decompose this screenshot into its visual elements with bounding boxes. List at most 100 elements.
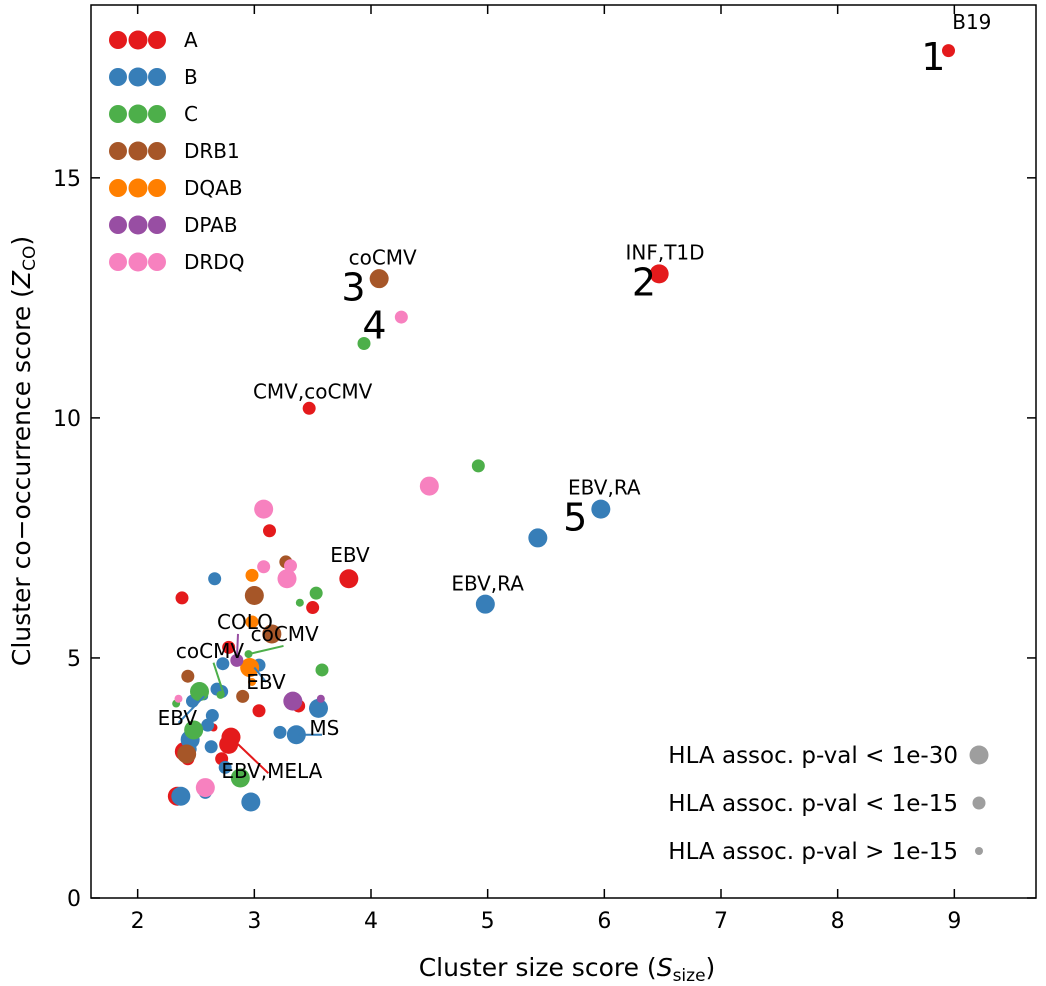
- legend-label-b: B: [184, 65, 198, 89]
- point-b-17: [171, 786, 191, 806]
- x-tick-label-3: 3: [247, 909, 261, 934]
- point-dpab-1: [283, 691, 303, 711]
- point-drdq-3: [284, 559, 297, 573]
- point-b-1: [528, 528, 548, 548]
- annotation-label-2: coCMV: [349, 245, 417, 269]
- annotation-label-12: MS: [309, 716, 339, 740]
- x-tick-label-5: 5: [481, 909, 495, 934]
- point-drdq-5: [277, 569, 297, 589]
- legend-marker-c: [109, 105, 127, 123]
- point-dpab-2: [316, 694, 325, 703]
- legend-marker-b: [109, 68, 127, 86]
- point-c-3: [295, 598, 304, 607]
- point-b-19: [273, 725, 287, 739]
- point-a-0: [942, 44, 955, 58]
- legend-marker-dqab: [128, 178, 148, 198]
- legend-label-dqab: DQAB: [184, 176, 243, 200]
- point-c-6: [190, 682, 209, 702]
- legend-marker-dpab: [148, 216, 166, 234]
- rank-label-1: 1: [921, 35, 945, 79]
- point-a-7: [222, 640, 236, 654]
- legend-marker-a: [148, 31, 166, 49]
- x-tick-label-7: 7: [714, 909, 728, 934]
- annotation-label-13: EBV,MELA: [221, 759, 322, 783]
- point-dqab-1: [245, 615, 259, 629]
- point-b-6: [205, 709, 219, 723]
- connector-line-0: [235, 633, 239, 661]
- legend-marker-a: [109, 31, 127, 49]
- size-legend-label-0: HLA assoc. p-val < 1e-30: [668, 743, 958, 769]
- point-dqab-2: [240, 658, 260, 678]
- annotation-label-6: EBV: [330, 543, 370, 567]
- point-drdq-4: [257, 560, 271, 574]
- point-drb1-4: [181, 669, 195, 683]
- annotation-label-11: EBV: [158, 706, 198, 730]
- point-b-5: [216, 657, 230, 671]
- y-tick-label-15: 15: [53, 167, 81, 192]
- legend-marker-drb1: [128, 141, 148, 161]
- y-tick-label-5: 5: [67, 647, 81, 672]
- y-axis-label-text: Cluster co−occurrence score (: [7, 288, 36, 666]
- legend-marker-dpab: [109, 216, 127, 234]
- legend-label-drdq: DRDQ: [184, 250, 244, 274]
- y-tick-label-0: 0: [67, 887, 81, 912]
- annotation-label-7: COLO: [217, 610, 273, 634]
- point-b-21: [309, 698, 328, 718]
- rank-label-5: 5: [563, 496, 587, 540]
- legend-marker-drdq: [109, 253, 127, 271]
- legend-label-c: C: [184, 102, 198, 126]
- annotation-label-4: EBV,RA: [568, 476, 641, 500]
- x-axis-label-var: S: [657, 953, 673, 982]
- legend-marker-c: [148, 105, 166, 123]
- point-c-1: [471, 459, 485, 473]
- point-b-3: [208, 572, 222, 586]
- point-a-3: [339, 569, 359, 589]
- size-legend-label-1: HLA assoc. p-val < 1e-15: [668, 791, 958, 817]
- x-tick-label-4: 4: [364, 909, 378, 934]
- point-b-2: [475, 594, 495, 614]
- point-dqab-0: [245, 568, 259, 582]
- point-b-0: [591, 499, 611, 519]
- legend-marker-dpab: [128, 215, 148, 235]
- x-axis-label-end: ): [706, 953, 716, 982]
- point-drdq-2: [254, 499, 274, 519]
- y-axis-label: Cluster co−occurrence score (ZCO): [7, 236, 40, 666]
- connector-line-4: [177, 695, 205, 724]
- x-axis-label: Cluster size score (Ssize): [419, 953, 716, 986]
- annotation-label-10: EBV: [246, 670, 286, 694]
- plot-frame: [90, 4, 1037, 899]
- point-a-2: [302, 401, 316, 415]
- point-a-13: [219, 734, 239, 754]
- legend-label-dpab: DPAB: [184, 213, 238, 237]
- x-tick-label-9: 9: [947, 909, 961, 934]
- x-tick-label-6: 6: [597, 909, 611, 934]
- connector-line-3: [253, 666, 267, 683]
- x-axis-label-text: Cluster size score (: [419, 953, 657, 982]
- annotation-label-0: B19: [952, 10, 991, 34]
- legend-marker-dqab: [148, 179, 166, 197]
- annotation-label-3: CMV,coCMV: [253, 380, 373, 404]
- x-tick-label-2: 2: [131, 909, 145, 934]
- plot-background: [91, 5, 1036, 898]
- legend-marker-drb1: [148, 142, 166, 160]
- point-drb1-3: [262, 624, 282, 644]
- x-axis-label-sub: size: [673, 966, 706, 986]
- connector-line-1: [248, 644, 284, 656]
- point-c-5: [315, 663, 329, 677]
- point-c-2: [309, 586, 323, 600]
- legend-label-a: A: [184, 28, 198, 52]
- rank-label-4: 4: [362, 304, 386, 348]
- size-legend-marker-0: [969, 745, 989, 765]
- point-c-8: [184, 720, 204, 740]
- legend-marker-drdq: [128, 252, 148, 272]
- legend-marker-b: [148, 68, 166, 86]
- point-b-18: [241, 792, 261, 812]
- size-legend-marker-2: [975, 847, 983, 855]
- legend-marker-dqab: [109, 179, 127, 197]
- point-dqab-3: [248, 677, 256, 686]
- legend-marker-drdq: [148, 253, 166, 271]
- point-b-11: [201, 718, 215, 732]
- point-drb1-0: [369, 269, 389, 289]
- point-drdq-7: [195, 778, 215, 798]
- y-axis-label-sub: CO: [20, 246, 40, 271]
